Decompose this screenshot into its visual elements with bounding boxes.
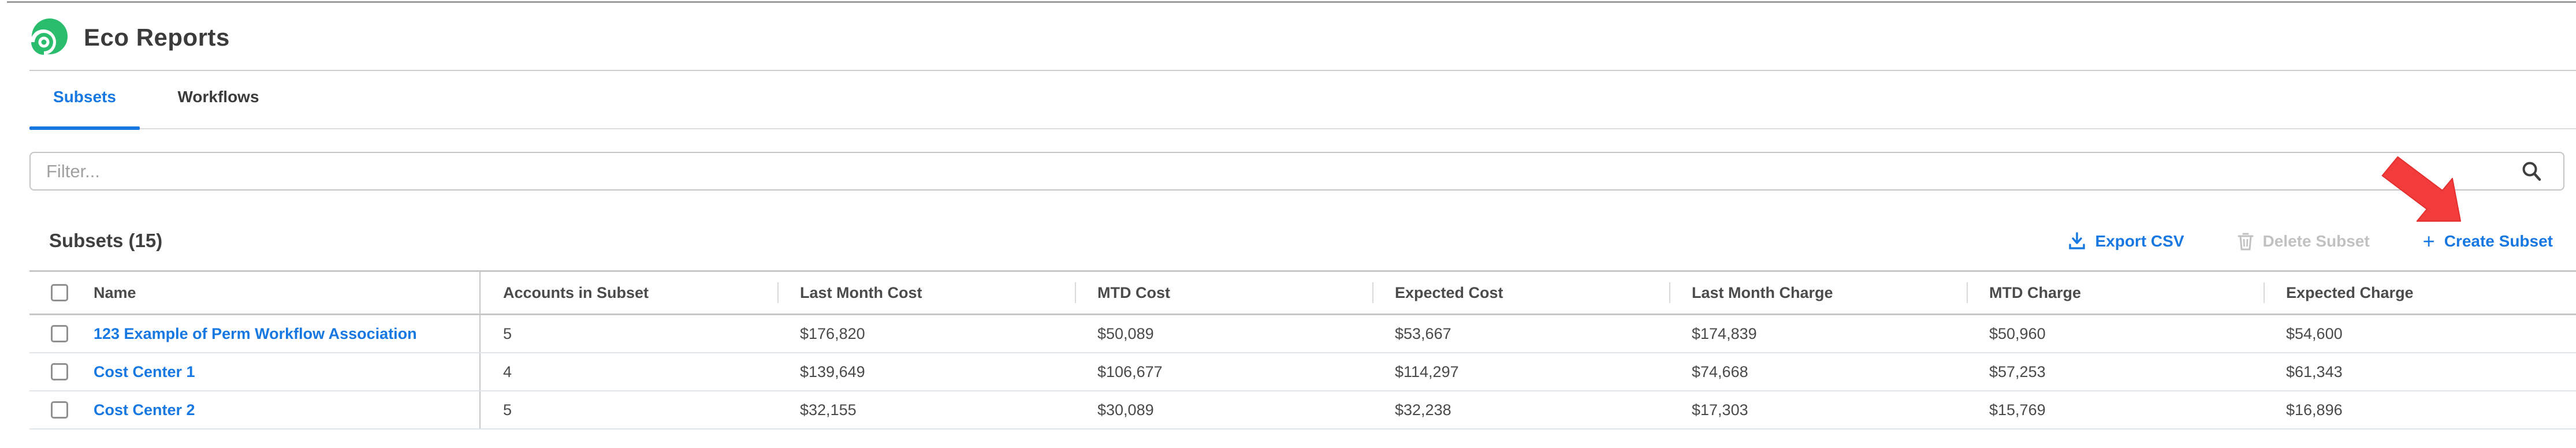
download-icon xyxy=(2069,232,2086,249)
trash-icon xyxy=(2238,233,2253,251)
subsets-table: Name Accounts in Subset Last Month Cost … xyxy=(29,270,2576,430)
expected-charge-cell: $16,896 xyxy=(2286,401,2343,419)
mtd-cost-cell: $106,677 xyxy=(1097,363,1163,380)
header-cell-last-month-charge: Last Month Charge xyxy=(1669,272,1967,313)
select-all-checkbox[interactable] xyxy=(51,284,68,301)
last-month-charge-cell: $74,668 xyxy=(1692,363,1748,380)
tab-bar: Subsets Workflows xyxy=(29,82,270,126)
row-name-cell: Cost Center 2 xyxy=(29,391,481,428)
last-month-cost-cell: $32,155 xyxy=(800,401,857,419)
row-checkbox[interactable] xyxy=(51,363,68,380)
accounts-cell: 5 xyxy=(503,401,512,419)
last-month-cost-cell: $139,649 xyxy=(800,363,865,380)
active-tab-indicator xyxy=(29,126,140,130)
last-month-charge-cell: $17,303 xyxy=(1692,401,1748,419)
tab-workflows[interactable]: Workflows xyxy=(177,88,259,106)
mtd-charge-cell: $57,253 xyxy=(1989,363,2046,380)
mtd-cost-cell: $30,089 xyxy=(1097,401,1154,419)
header-cell-name: Name xyxy=(29,272,481,313)
section-row: Subsets (15) Export CSV Delete Sub xyxy=(0,226,2576,256)
table-row: Cost Center 1 4 $139,649 $106,677 $114,2… xyxy=(29,353,2576,391)
tab-subsets[interactable]: Subsets xyxy=(53,88,116,106)
subset-name-link[interactable]: Cost Center 1 xyxy=(94,363,195,380)
page-title: Eco Reports xyxy=(84,24,230,51)
header-cell-expected-cost: Expected Cost xyxy=(1372,272,1669,313)
column-label: Name xyxy=(94,283,136,301)
export-csv-button[interactable]: Export CSV xyxy=(2068,232,2184,251)
mtd-charge-cell: $50,960 xyxy=(1989,324,2046,342)
table-actions: Export CSV Delete Subset + Create Subset xyxy=(2068,226,2553,256)
header-cell-expected-charge: Expected Charge xyxy=(2264,272,2576,313)
row-checkbox[interactable] xyxy=(51,325,68,342)
app-header: Eco Reports xyxy=(29,17,230,58)
create-subset-button[interactable]: + Create Subset xyxy=(2422,229,2553,253)
tabs-underline xyxy=(29,128,2576,129)
create-subset-label: Create Subset xyxy=(2444,232,2553,250)
expected-cost-cell: $53,667 xyxy=(1395,324,1451,342)
accounts-cell: 5 xyxy=(503,324,512,342)
mtd-charge-cell: $15,769 xyxy=(1989,401,2046,419)
table-row: 123 Example of Perm Workflow Association… xyxy=(29,315,2576,353)
table-header-row: Name Accounts in Subset Last Month Cost … xyxy=(29,270,2576,315)
last-month-charge-cell: $174,839 xyxy=(1692,324,1757,342)
row-checkbox[interactable] xyxy=(51,401,68,419)
header-cell-accounts: Accounts in Subset xyxy=(503,283,649,301)
header-cell-last-month-cost: Last Month Cost xyxy=(777,272,1075,313)
filter-container xyxy=(29,152,2564,191)
header-cell-mtd-charge: MTD Charge xyxy=(1967,272,2264,313)
expected-charge-cell: $61,343 xyxy=(2286,363,2343,380)
subset-name-link[interactable]: 123 Example of Perm Workflow Association xyxy=(94,324,417,342)
search-icon[interactable] xyxy=(2521,160,2543,182)
row-name-cell: Cost Center 1 xyxy=(29,353,481,390)
delete-subset-button[interactable]: Delete Subset xyxy=(2238,232,2370,251)
export-csv-label: Export CSV xyxy=(2095,232,2184,250)
header-cell-mtd-cost: MTD Cost xyxy=(1075,272,1372,313)
expected-cost-cell: $32,238 xyxy=(1395,401,1451,419)
row-name-cell: 123 Example of Perm Workflow Association xyxy=(29,315,481,352)
header-divider xyxy=(29,70,2576,71)
eco-logo-icon xyxy=(31,18,68,55)
delete-subset-label: Delete Subset xyxy=(2262,232,2370,250)
expected-cost-cell: $114,297 xyxy=(1395,363,1459,380)
plus-icon: + xyxy=(2422,229,2435,253)
subset-name-link[interactable]: Cost Center 2 xyxy=(94,401,195,419)
mtd-cost-cell: $50,089 xyxy=(1097,324,1154,342)
table-row: Cost Center 2 5 $32,155 $30,089 $32,238 … xyxy=(29,391,2576,430)
top-divider xyxy=(7,1,2576,3)
section-title: Subsets (15) xyxy=(49,230,163,251)
accounts-cell: 4 xyxy=(503,363,512,380)
filter-input[interactable] xyxy=(29,152,2564,191)
expected-charge-cell: $54,600 xyxy=(2286,324,2343,342)
last-month-cost-cell: $176,820 xyxy=(800,324,865,342)
